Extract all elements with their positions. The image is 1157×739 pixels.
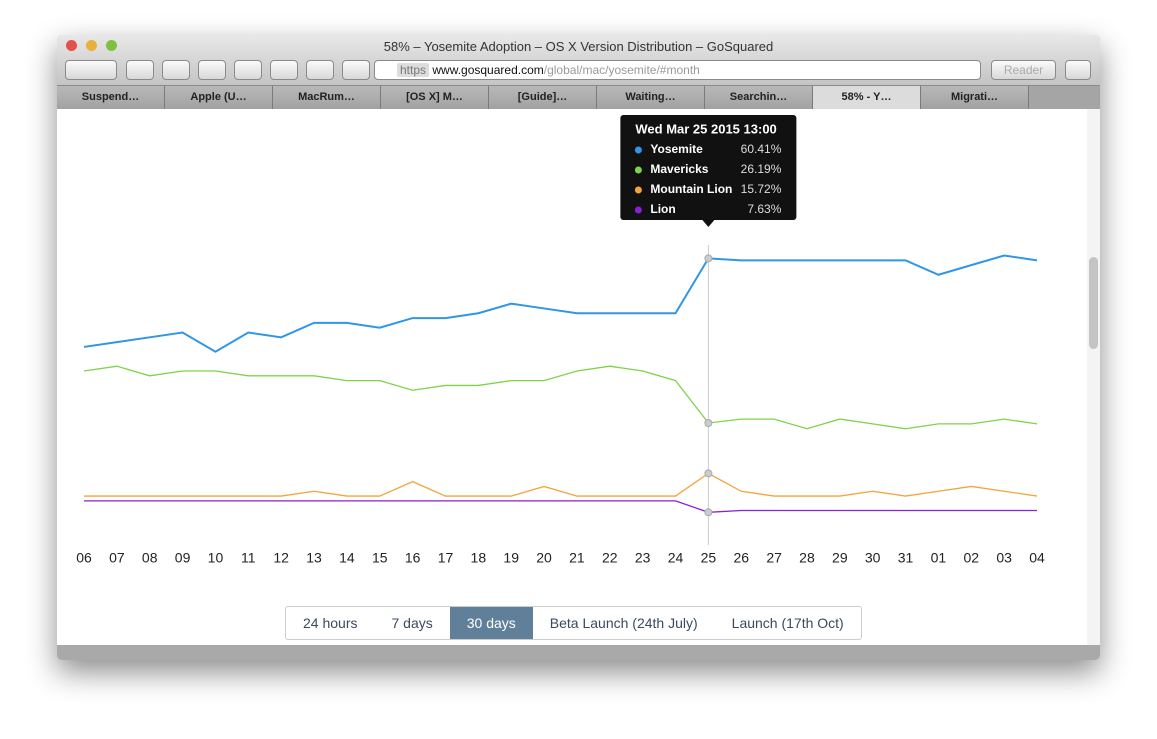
back-forward[interactable] bbox=[65, 60, 117, 80]
x-tick-label: 29 bbox=[832, 550, 848, 566]
title-bar: 58% – Yosemite Adoption – OS X Version D… bbox=[57, 35, 1100, 86]
x-tick-label: 10 bbox=[208, 550, 224, 566]
x-tick-label: 19 bbox=[503, 550, 519, 566]
x-tick-label: 07 bbox=[109, 550, 125, 566]
tab[interactable]: Suspend… bbox=[57, 86, 165, 109]
x-tick-label: 21 bbox=[569, 550, 585, 566]
tooltip-title: Wed Mar 25 2015 13:00 bbox=[635, 121, 776, 136]
tab[interactable]: Migrati… bbox=[921, 86, 1029, 109]
url-path: /global/mac/yosemite/#month bbox=[543, 63, 700, 77]
series-line bbox=[83, 254, 1038, 353]
tooltip-name: Lion bbox=[650, 202, 675, 216]
toolbar-button[interactable] bbox=[270, 60, 298, 80]
x-tick-label: 03 bbox=[996, 550, 1012, 566]
tooltip-name: Yosemite bbox=[650, 142, 703, 156]
x-tick-label: 20 bbox=[536, 550, 552, 566]
tab[interactable]: [OS X] M… bbox=[381, 86, 489, 109]
scrollbar bbox=[1087, 109, 1100, 645]
downloads-button[interactable] bbox=[1065, 60, 1091, 80]
x-tick-label: 25 bbox=[701, 550, 717, 566]
tab[interactable]: [Guide]… bbox=[489, 86, 597, 109]
x-tick-label: 18 bbox=[471, 550, 487, 566]
x-tick-label: 02 bbox=[963, 550, 979, 566]
toolbar-button[interactable] bbox=[198, 60, 226, 80]
zoom-button[interactable] bbox=[106, 40, 117, 51]
tooltip-name: Mountain Lion bbox=[650, 182, 732, 196]
toolbar-button[interactable] bbox=[162, 60, 190, 80]
toolbar-button[interactable] bbox=[126, 60, 154, 80]
range-button[interactable]: 7 days bbox=[391, 615, 433, 631]
series-line bbox=[84, 472, 1038, 497]
x-tick-label: 23 bbox=[635, 550, 651, 566]
x-tick-label: 04 bbox=[1029, 550, 1045, 566]
x-tick-label: 08 bbox=[142, 550, 158, 566]
x-tick-label: 24 bbox=[668, 550, 684, 566]
tab[interactable]: Waiting… bbox=[597, 86, 705, 109]
tab[interactable]: Searchin… bbox=[705, 86, 813, 109]
range-selector: 24 hours 7 days 30 days Beta Launch (24th J… bbox=[285, 606, 862, 640]
tab[interactable]: 58% - Y… bbox=[813, 86, 921, 109]
tab-bar: Suspend… Apple (U… MacRum… [OS X] M… [Guide]… bbox=[57, 86, 1100, 110]
hover-marker bbox=[704, 418, 713, 427]
minimize-button[interactable] bbox=[86, 40, 97, 51]
hover-marker bbox=[704, 469, 713, 478]
x-tick-label: 28 bbox=[799, 550, 815, 566]
close-button[interactable] bbox=[66, 40, 77, 51]
x-tick-label: 16 bbox=[405, 550, 421, 566]
x-tick-label: 14 bbox=[339, 550, 355, 566]
chart: 06 07 08 09 10 11 12 13 14 15 16 17 18 19 20 21 22 23 24 25… bbox=[76, 115, 1045, 566]
range-button[interactable]: Beta Launch (24th July) bbox=[549, 615, 698, 631]
scroll-thumb[interactable] bbox=[1089, 257, 1098, 349]
toolbar-button[interactable] bbox=[306, 60, 334, 80]
reader-button[interactable]: Reader bbox=[991, 60, 1056, 80]
series-line bbox=[83, 365, 1038, 430]
tooltip-dot bbox=[634, 206, 642, 214]
series-line bbox=[84, 500, 1037, 513]
window-title: 58% – Yosemite Adoption – OS X Version D… bbox=[383, 39, 774, 54]
x-tick-label: 01 bbox=[931, 550, 947, 566]
url-host: www.gosquared.com bbox=[432, 63, 544, 77]
tooltip-value: 60.41% bbox=[741, 142, 782, 156]
browser-window: 58% – Yosemite Adoption – OS X Version D… bbox=[57, 35, 1100, 660]
content: 06 07 08 09 10 11 12 13 14 15 16 17 18 19 20 21 22 23 24 25… bbox=[57, 109, 1087, 645]
tooltip-name: Mavericks bbox=[650, 162, 708, 176]
range-button[interactable]: Launch (17th Oct) bbox=[731, 615, 844, 631]
tooltip-box bbox=[620, 115, 797, 220]
x-tick-label: 11 bbox=[241, 550, 256, 566]
tab[interactable]: Apple (U… bbox=[165, 86, 273, 109]
tooltip-pointer bbox=[702, 220, 715, 227]
address-bar[interactable]: https www.gosquared.com/global/mac/yosem… bbox=[374, 60, 981, 80]
toolbar-button[interactable] bbox=[234, 60, 262, 80]
x-tick-label: 09 bbox=[175, 550, 191, 566]
url-scheme: https bbox=[397, 63, 430, 77]
hover-marker bbox=[704, 508, 713, 517]
x-tick-label: 31 bbox=[898, 550, 914, 566]
range-button[interactable]: 30 days bbox=[449, 607, 533, 639]
tooltip-dot bbox=[634, 146, 642, 154]
tooltip-value: 15.72% bbox=[741, 182, 782, 196]
x-tick-label: 13 bbox=[306, 550, 322, 566]
tooltip-value: 26.19% bbox=[741, 162, 782, 176]
x-tick-label: 30 bbox=[865, 550, 881, 566]
x-tick-label: 06 bbox=[76, 550, 92, 566]
tab[interactable]: MacRum… bbox=[273, 86, 381, 109]
x-tick-label: 26 bbox=[733, 550, 749, 566]
x-tick-label: 22 bbox=[602, 550, 618, 566]
new-tab-button[interactable] bbox=[342, 60, 370, 80]
x-tick-label: 27 bbox=[766, 550, 782, 566]
tooltip-value: 7.63% bbox=[747, 202, 781, 216]
range-button[interactable]: 24 hours bbox=[303, 615, 358, 631]
x-tick-label: 17 bbox=[438, 550, 454, 566]
hover-marker bbox=[704, 254, 713, 263]
x-tick-label: 15 bbox=[372, 550, 388, 566]
tooltip-dot bbox=[634, 186, 642, 194]
tooltip-dot bbox=[634, 166, 642, 174]
x-tick-label: 12 bbox=[273, 550, 289, 566]
